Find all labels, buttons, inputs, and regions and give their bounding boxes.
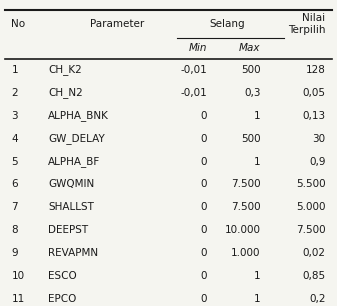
Text: 0,9: 0,9 [309, 157, 326, 166]
Text: 0,05: 0,05 [303, 88, 326, 98]
Text: Selang: Selang [209, 19, 245, 29]
Text: -0,01: -0,01 [180, 65, 207, 75]
Text: 0: 0 [201, 134, 207, 144]
Text: 0: 0 [201, 225, 207, 235]
Text: CH_N2: CH_N2 [48, 88, 83, 98]
Text: EPCO: EPCO [48, 294, 76, 304]
Text: 1: 1 [254, 157, 261, 166]
Text: No: No [11, 19, 26, 29]
Text: 0,02: 0,02 [303, 248, 326, 258]
Text: 0,13: 0,13 [303, 111, 326, 121]
Text: Nilai
Terpilih: Nilai Terpilih [288, 13, 326, 35]
Text: 11: 11 [11, 294, 25, 304]
Text: 1: 1 [254, 271, 261, 281]
Text: Max: Max [239, 43, 261, 53]
Text: GW_DELAY: GW_DELAY [48, 133, 105, 144]
Text: REVAPMN: REVAPMN [48, 248, 98, 258]
Text: 10: 10 [11, 271, 25, 281]
Text: 1: 1 [254, 294, 261, 304]
Text: Parameter: Parameter [90, 19, 145, 29]
Text: 5.500: 5.500 [296, 179, 326, 189]
Text: 8: 8 [11, 225, 18, 235]
Text: ALPHA_BNK: ALPHA_BNK [48, 110, 109, 121]
Text: 0: 0 [201, 179, 207, 189]
Text: 10.000: 10.000 [224, 225, 261, 235]
Text: 7.500: 7.500 [231, 202, 261, 212]
Text: 30: 30 [312, 134, 326, 144]
Text: 0,85: 0,85 [303, 271, 326, 281]
Text: 5: 5 [11, 157, 18, 166]
Text: 1: 1 [254, 111, 261, 121]
Text: 500: 500 [241, 65, 261, 75]
Text: 128: 128 [306, 65, 326, 75]
Text: 4: 4 [11, 134, 18, 144]
Text: 0: 0 [201, 202, 207, 212]
Text: 7: 7 [11, 202, 18, 212]
Text: -0,01: -0,01 [180, 88, 207, 98]
Text: 500: 500 [241, 134, 261, 144]
Text: 1: 1 [11, 65, 18, 75]
Text: 0: 0 [201, 111, 207, 121]
Text: 0,3: 0,3 [244, 88, 261, 98]
Text: 7.500: 7.500 [231, 179, 261, 189]
Text: 0: 0 [201, 294, 207, 304]
Text: ESCO: ESCO [48, 271, 77, 281]
Text: 0: 0 [201, 248, 207, 258]
Text: Min: Min [188, 43, 207, 53]
Text: DEEPST: DEEPST [48, 225, 88, 235]
Text: 6: 6 [11, 179, 18, 189]
Text: ALPHA_BF: ALPHA_BF [48, 156, 100, 167]
Text: 5.000: 5.000 [296, 202, 326, 212]
Text: 3: 3 [11, 111, 18, 121]
Text: GWQMIN: GWQMIN [48, 179, 94, 189]
Text: 0: 0 [201, 271, 207, 281]
Text: SHALLST: SHALLST [48, 202, 94, 212]
Text: 0,2: 0,2 [309, 294, 326, 304]
Text: 9: 9 [11, 248, 18, 258]
Text: 2: 2 [11, 88, 18, 98]
Text: 7.500: 7.500 [296, 225, 326, 235]
Text: 1.000: 1.000 [231, 248, 261, 258]
Text: 0: 0 [201, 157, 207, 166]
Text: CH_K2: CH_K2 [48, 65, 82, 76]
